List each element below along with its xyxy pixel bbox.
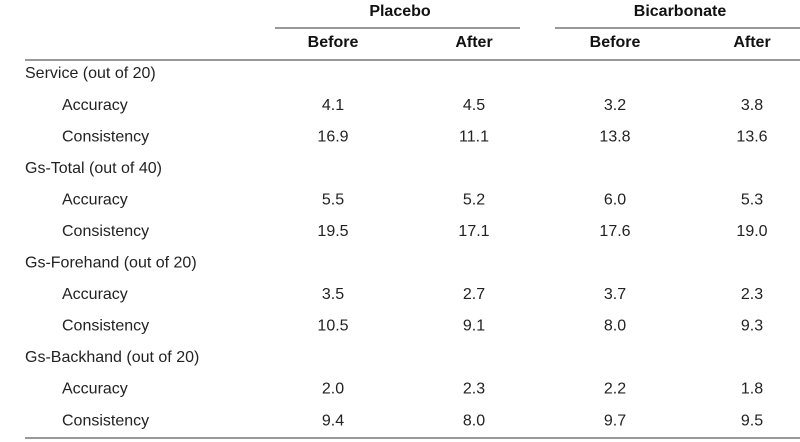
cell: 4.1 <box>322 97 344 114</box>
column-header: After <box>455 34 492 51</box>
cell: 2.3 <box>741 286 763 303</box>
cell: 19.0 <box>736 223 767 240</box>
cell: 13.8 <box>599 128 630 145</box>
cell: 9.5 <box>741 412 763 429</box>
section-title: Gs-Forehand (out of 20) <box>25 255 197 272</box>
cell: 3.2 <box>604 97 626 114</box>
row-label: Accuracy <box>62 97 128 114</box>
cell: 17.6 <box>599 223 630 240</box>
cell: 3.5 <box>322 286 344 303</box>
cell: 9.1 <box>463 318 485 335</box>
column-header: Before <box>590 34 641 51</box>
cell: 11.1 <box>459 128 489 145</box>
group-header: Placebo <box>369 3 431 20</box>
section-title: Service (out of 20) <box>25 65 156 82</box>
section-title: Gs-Total (out of 40) <box>25 160 162 177</box>
cell: 1.8 <box>741 381 763 398</box>
cell: 17.1 <box>458 223 489 240</box>
cell: 2.2 <box>604 381 626 398</box>
cell: 3.8 <box>741 97 763 114</box>
cell: 8.0 <box>463 412 485 429</box>
cell: 3.7 <box>604 286 626 303</box>
cell: 2.7 <box>463 286 485 303</box>
row-label: Consistency <box>62 318 149 335</box>
cell: 9.7 <box>604 412 626 429</box>
row-label: Accuracy <box>62 381 128 398</box>
row-label: Accuracy <box>62 191 128 208</box>
cell: 16.9 <box>317 128 348 145</box>
cell: 4.5 <box>463 97 485 114</box>
column-header: After <box>733 34 770 51</box>
cell: 6.0 <box>604 191 626 208</box>
column-header: Before <box>308 34 359 51</box>
cell: 8.0 <box>604 318 626 335</box>
cell: 10.5 <box>317 318 348 335</box>
section-title: Gs-Backhand (out of 20) <box>25 349 199 366</box>
cell: 5.2 <box>463 191 485 208</box>
cell: 9.4 <box>322 412 344 429</box>
row-label: Consistency <box>62 223 149 240</box>
cell: 13.6 <box>736 128 767 145</box>
group-header: Bicarbonate <box>634 3 727 20</box>
row-label: Accuracy <box>62 286 128 303</box>
cell: 5.5 <box>322 191 344 208</box>
row-label: Consistency <box>62 128 149 145</box>
row-label: Consistency <box>62 412 149 429</box>
cell: 2.0 <box>322 381 344 398</box>
cell: 2.3 <box>463 381 485 398</box>
cell: 9.3 <box>741 318 763 335</box>
cell: 19.5 <box>317 223 348 240</box>
cell: 5.3 <box>741 191 763 208</box>
